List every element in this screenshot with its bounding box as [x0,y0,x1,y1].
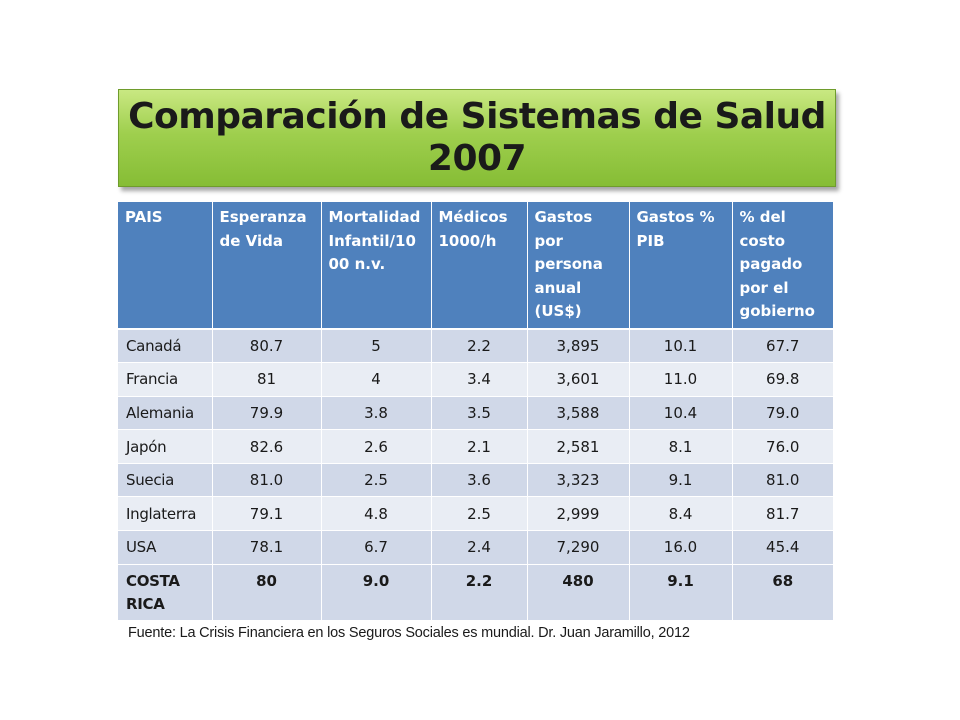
cell-value: 10.4 [629,396,733,431]
header-esperanza-de-vida: Esperanza de Vida [212,202,322,330]
cell-value: 2.5 [431,496,528,532]
cell-value: 81 [212,362,322,397]
table-row: USA 78.1 6.7 2.4 7,290 16.0 45.4 [118,530,833,565]
cell-value: 6.7 [321,530,432,565]
cell-country: Alemania [118,396,213,431]
cell-value: 69.8 [732,362,833,397]
header-mortalidad-infantil: Mortalidad Infantil/1000 n.v. [321,202,432,330]
cell-value: 2.6 [321,429,432,464]
slide-title-year: 2007 [427,138,527,179]
table-header-row: PAIS Esperanza de Vida Mortalidad Infant… [118,202,833,330]
cell-country: Canadá [118,328,213,364]
cell-value: 76.0 [732,429,833,464]
slide-title: Comparación de Sistemas de Salud [128,96,826,137]
cell-value: 81.7 [732,496,833,532]
cell-value: 80 [212,564,322,621]
table-row: Japón 82.6 2.6 2.1 2,581 8.1 76.0 [118,429,833,464]
cell-value: 67.7 [732,328,833,364]
cell-value: 3.8 [321,396,432,431]
header-gastos-por-persona: Gastos por persona anual (US$) [527,202,630,330]
cell-value: 3,895 [527,328,630,364]
cell-value: 5 [321,328,432,364]
cell-country: Suecia [118,463,213,498]
cell-value: 3.4 [431,362,528,397]
cell-country: USA [118,530,213,565]
table-row: Francia 81 4 3.4 3,601 11.0 69.8 [118,362,833,397]
cell-value: 10.1 [629,328,733,364]
table-row-costa-rica: COSTA RICA 80 9.0 2.2 480 9.1 68 [118,564,833,621]
cell-country: Francia [118,362,213,397]
cell-country: COSTA RICA [118,564,213,621]
cell-value: 9.1 [629,463,733,498]
cell-value: 68 [732,564,833,621]
cell-value: 3,601 [527,362,630,397]
header-costo-gobierno: % del costo pagado por el gobierno [732,202,833,330]
cell-value: 2.1 [431,429,528,464]
cell-value: 480 [527,564,630,621]
table-row: Canadá 80.7 5 2.2 3,895 10.1 67.7 [118,328,833,364]
cell-value: 9.1 [629,564,733,621]
cell-value: 79.0 [732,396,833,431]
title-banner: Comparación de Sistemas de Salud 2007 [118,89,836,187]
cell-value: 2.2 [431,328,528,364]
header-medicos: Médicos 1000/h [431,202,528,330]
cell-value: 3.6 [431,463,528,498]
cell-value: 16.0 [629,530,733,565]
cell-value: 79.1 [212,496,322,532]
cell-value: 3.5 [431,396,528,431]
cell-value: 78.1 [212,530,322,565]
cell-value: 81.0 [212,463,322,498]
cell-value: 3,323 [527,463,630,498]
cell-value: 4.8 [321,496,432,532]
cell-value: 4 [321,362,432,397]
cell-country: Japón [118,429,213,464]
cell-value: 82.6 [212,429,322,464]
header-gastos-pib: Gastos % PIB [629,202,733,330]
cell-value: 7,290 [527,530,630,565]
cell-value: 11.0 [629,362,733,397]
cell-value: 2,581 [527,429,630,464]
cell-value: 80.7 [212,328,322,364]
cell-value: 45.4 [732,530,833,565]
table-row: Suecia 81.0 2.5 3.6 3,323 9.1 81.0 [118,463,833,498]
cell-value: 2.2 [431,564,528,621]
header-pais: PAIS [118,202,213,330]
cell-value: 79.9 [212,396,322,431]
cell-value: 3,588 [527,396,630,431]
source-citation: Fuente: La Crisis Financiera en los Segu… [128,625,690,641]
table-row: Alemania 79.9 3.8 3.5 3,588 10.4 79.0 [118,396,833,431]
cell-country: Inglaterra [118,496,213,532]
cell-value: 8.1 [629,429,733,464]
table-row: Inglaterra 79.1 4.8 2.5 2,999 8.4 81.7 [118,496,833,532]
cell-value: 2.5 [321,463,432,498]
health-systems-table: PAIS Esperanza de Vida Mortalidad Infant… [118,202,833,621]
cell-value: 8.4 [629,496,733,532]
cell-value: 2.4 [431,530,528,565]
cell-value: 2,999 [527,496,630,532]
cell-value: 81.0 [732,463,833,498]
cell-value: 9.0 [321,564,432,621]
